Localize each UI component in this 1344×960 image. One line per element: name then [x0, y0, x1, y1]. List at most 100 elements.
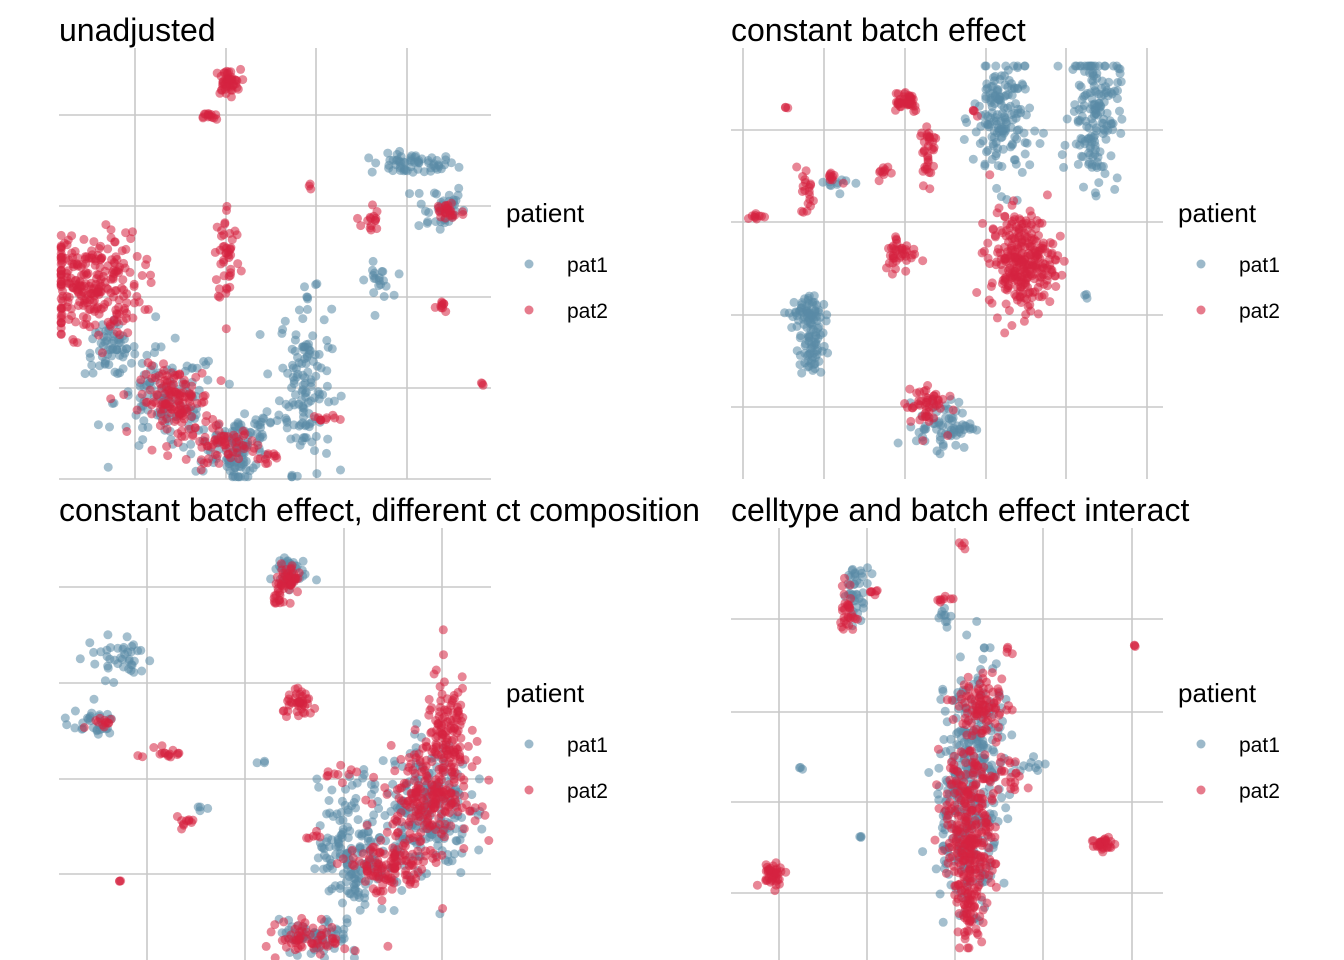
point-pat2	[470, 816, 480, 826]
point-pat1	[282, 423, 292, 433]
point-pat1	[327, 835, 337, 845]
point-pat2	[993, 785, 1003, 795]
point-pat2	[282, 712, 291, 722]
point-pat1	[240, 409, 250, 419]
point-pat1	[134, 441, 144, 451]
point-pat1	[360, 893, 370, 903]
point-pat2	[930, 835, 940, 845]
point-pat1	[280, 316, 290, 326]
point-pat2	[202, 411, 212, 421]
point-pat2	[126, 234, 136, 244]
point-pat2	[983, 253, 993, 263]
point-pat1	[303, 304, 312, 314]
point-pat2	[1027, 271, 1037, 281]
point-pat1	[997, 792, 1007, 802]
point-pat1	[85, 638, 95, 648]
point-pat1	[1101, 82, 1110, 92]
point-pat1	[122, 344, 132, 354]
point-pat2	[992, 257, 1002, 267]
point-pat2	[145, 385, 155, 395]
point-pat2	[949, 861, 959, 871]
point-pat2	[924, 168, 934, 177]
point-pat1	[1091, 191, 1101, 201]
point-pat2	[929, 145, 938, 155]
point-pat2	[368, 200, 377, 210]
point-pat2	[421, 755, 431, 765]
point-pat2	[442, 694, 452, 704]
point-pat2	[366, 225, 376, 235]
point-pat2	[94, 330, 104, 340]
point-pat1	[369, 785, 379, 794]
point-pat2	[961, 908, 971, 918]
point-pat1	[1091, 109, 1101, 119]
point-pat2	[935, 597, 945, 607]
point-pat2	[344, 769, 354, 779]
point-pat2	[110, 286, 120, 296]
point-pat1	[313, 853, 323, 863]
point-pat2	[162, 424, 172, 434]
point-pat1	[335, 816, 345, 826]
point-pat2	[270, 920, 280, 930]
point-pat1	[354, 887, 364, 897]
point-pat2	[906, 416, 916, 426]
point-pat1	[938, 684, 948, 694]
point-pat1	[1113, 63, 1123, 73]
point-pat1	[274, 410, 284, 420]
point-pat2	[1021, 279, 1031, 289]
point-pat2	[431, 739, 441, 749]
point-pat2	[310, 703, 320, 713]
point-pat1	[1106, 119, 1116, 129]
point-pat2	[1019, 316, 1029, 326]
point-pat1	[371, 158, 381, 168]
point-pat2	[112, 254, 122, 264]
point-pat1	[259, 758, 269, 768]
point-pat1	[809, 359, 819, 369]
point-pat1	[799, 314, 808, 324]
point-pat2	[966, 694, 976, 704]
point-pat2	[94, 244, 104, 253]
point-pat2	[337, 778, 347, 788]
point-pat1	[301, 433, 311, 443]
point-pat2	[376, 835, 386, 845]
point-pat2	[81, 294, 91, 304]
point-pat2	[224, 253, 234, 263]
point-pat2	[1023, 783, 1033, 793]
point-pat1	[336, 391, 346, 401]
point-pat1	[80, 369, 90, 379]
point-pat1	[1094, 98, 1104, 108]
point-pat1	[1100, 61, 1110, 71]
point-pat2	[970, 815, 980, 825]
point-pat2	[110, 237, 120, 247]
point-pat2	[1003, 642, 1013, 652]
point-pat1	[113, 643, 123, 653]
point-pat2	[353, 213, 362, 223]
point-pat1	[1068, 65, 1078, 74]
point-pat1	[349, 797, 359, 807]
point-pat2	[1002, 220, 1012, 229]
point-pat2	[361, 795, 371, 805]
point-pat2	[402, 800, 412, 810]
point-pat1	[918, 847, 928, 857]
point-pat2	[333, 770, 343, 779]
point-pat2	[199, 397, 209, 407]
point-pat2	[918, 181, 928, 191]
point-pat2	[142, 254, 152, 264]
point-pat1	[322, 335, 332, 345]
point-pat1	[914, 427, 924, 437]
point-pat1	[301, 387, 311, 397]
point-pat1	[324, 796, 334, 805]
point-pat2	[429, 793, 439, 803]
point-pat2	[438, 303, 448, 313]
point-pat1	[294, 399, 304, 409]
point-pat2	[401, 866, 411, 876]
point-pat2	[216, 259, 226, 269]
point-pat2	[905, 91, 915, 101]
point-pat1	[324, 397, 334, 407]
point-pat2	[186, 390, 196, 400]
legend-title: patient	[1178, 198, 1257, 228]
point-pat1	[978, 136, 988, 146]
point-pat2	[982, 814, 992, 824]
point-pat2	[826, 168, 836, 178]
point-pat1	[334, 842, 344, 852]
